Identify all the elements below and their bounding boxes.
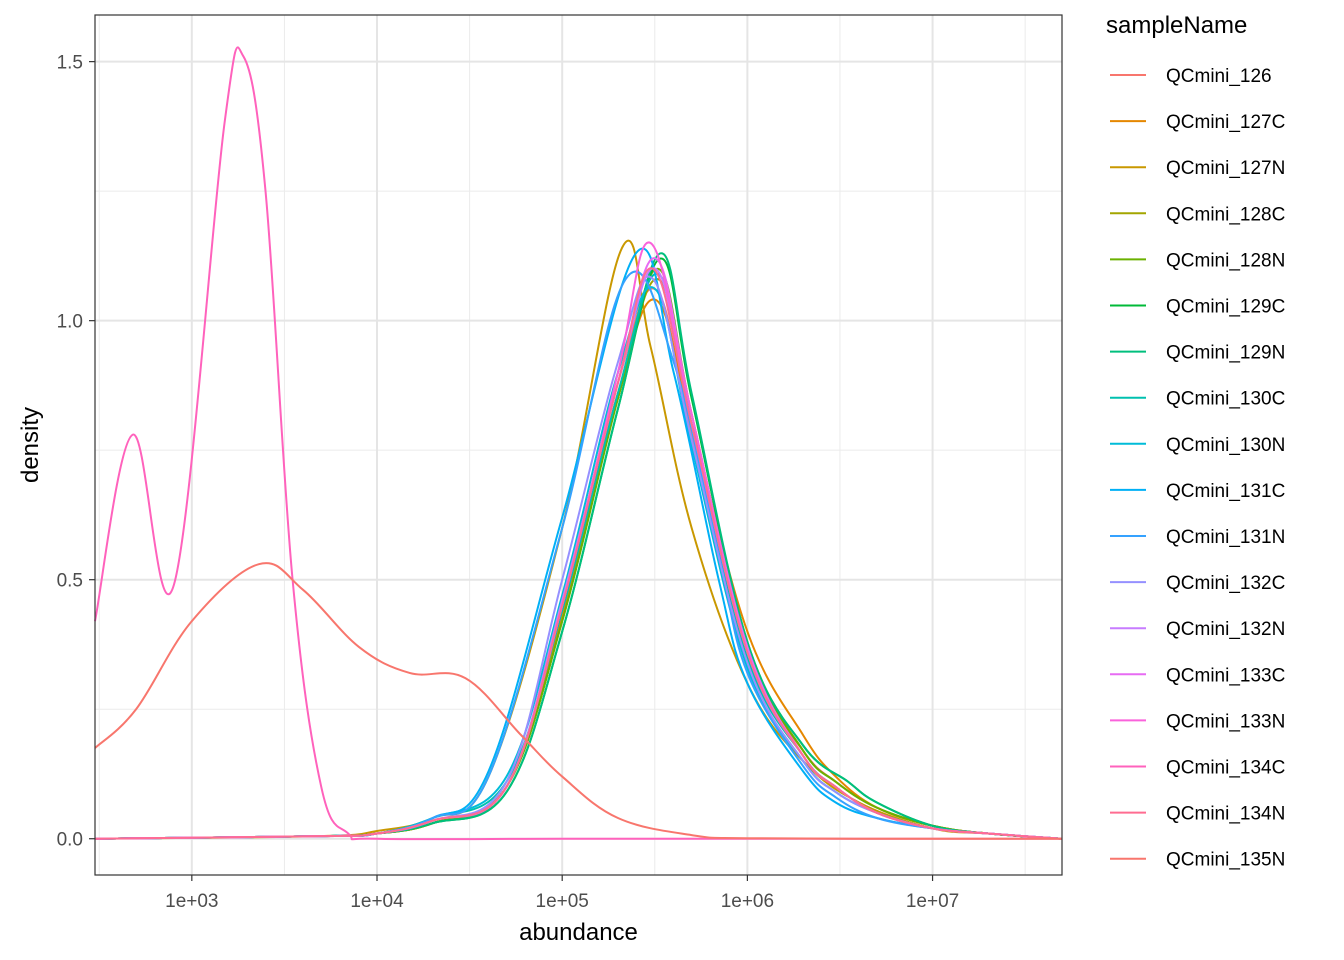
legend-label: QCmini_132N: [1166, 619, 1285, 640]
legend-label: QCmini_129N: [1166, 343, 1285, 364]
series-lines: [94, 46, 1063, 841]
x-tick-label: 1e+06: [721, 891, 774, 912]
legend-label: QCmini_131C: [1166, 481, 1285, 502]
y-tick-label: 1.0: [57, 312, 83, 333]
y-tick-label: 1.5: [57, 53, 83, 74]
legend-label: QCmini_126: [1166, 66, 1272, 87]
legend-label: QCmini_130C: [1166, 389, 1285, 410]
legend-label: QCmini_132C: [1166, 573, 1285, 594]
legend-label: QCmini_127C: [1166, 112, 1285, 133]
x-tick-label: 1e+07: [906, 891, 959, 912]
panel-background: [95, 15, 1062, 875]
legend-label: QCmini_127N: [1166, 158, 1285, 179]
axis-ticks: 1e+03 1e+04 1e+05 1e+06 1e+07 0.0 0.5 1.0 1.5: [57, 53, 960, 912]
x-tick-label: 1e+04: [350, 891, 404, 912]
y-tick-label: 0.5: [57, 571, 83, 592]
legend-label: QCmini_128N: [1166, 250, 1285, 271]
x-tick-label: 1e+03: [165, 891, 218, 912]
legend-label: QCmini_131N: [1166, 527, 1285, 548]
y-axis-title: density: [17, 407, 44, 483]
legend-label: QCmini_133C: [1166, 665, 1285, 686]
series-line-qcmini-134c: [94, 46, 1062, 841]
panel-border: [94, 14, 1063, 876]
legend-label: QCmini_135N: [1166, 850, 1285, 871]
x-axis-title: abundance: [519, 919, 638, 946]
legend-label: QCmini_134C: [1166, 758, 1285, 779]
legend-label: QCmini_130N: [1166, 435, 1285, 456]
legend-label: QCmini_129C: [1166, 297, 1285, 318]
legend-label: QCmini_133N: [1166, 711, 1285, 732]
y-tick-label: 0.0: [57, 830, 83, 851]
legend-title: sampleName: [1106, 12, 1247, 39]
x-tick-label: 1e+05: [536, 891, 589, 912]
legend: sampleName QCmini_126 QCmini_127C QCmini_1…: [1106, 12, 1285, 871]
legend-label: QCmini_128C: [1166, 204, 1285, 225]
legend-label: QCmini_134N: [1166, 804, 1285, 825]
series-line-qcmini-135n: [94, 562, 1063, 840]
series-line-qcmini-134n: [94, 267, 1063, 840]
grid: [95, 15, 1062, 875]
